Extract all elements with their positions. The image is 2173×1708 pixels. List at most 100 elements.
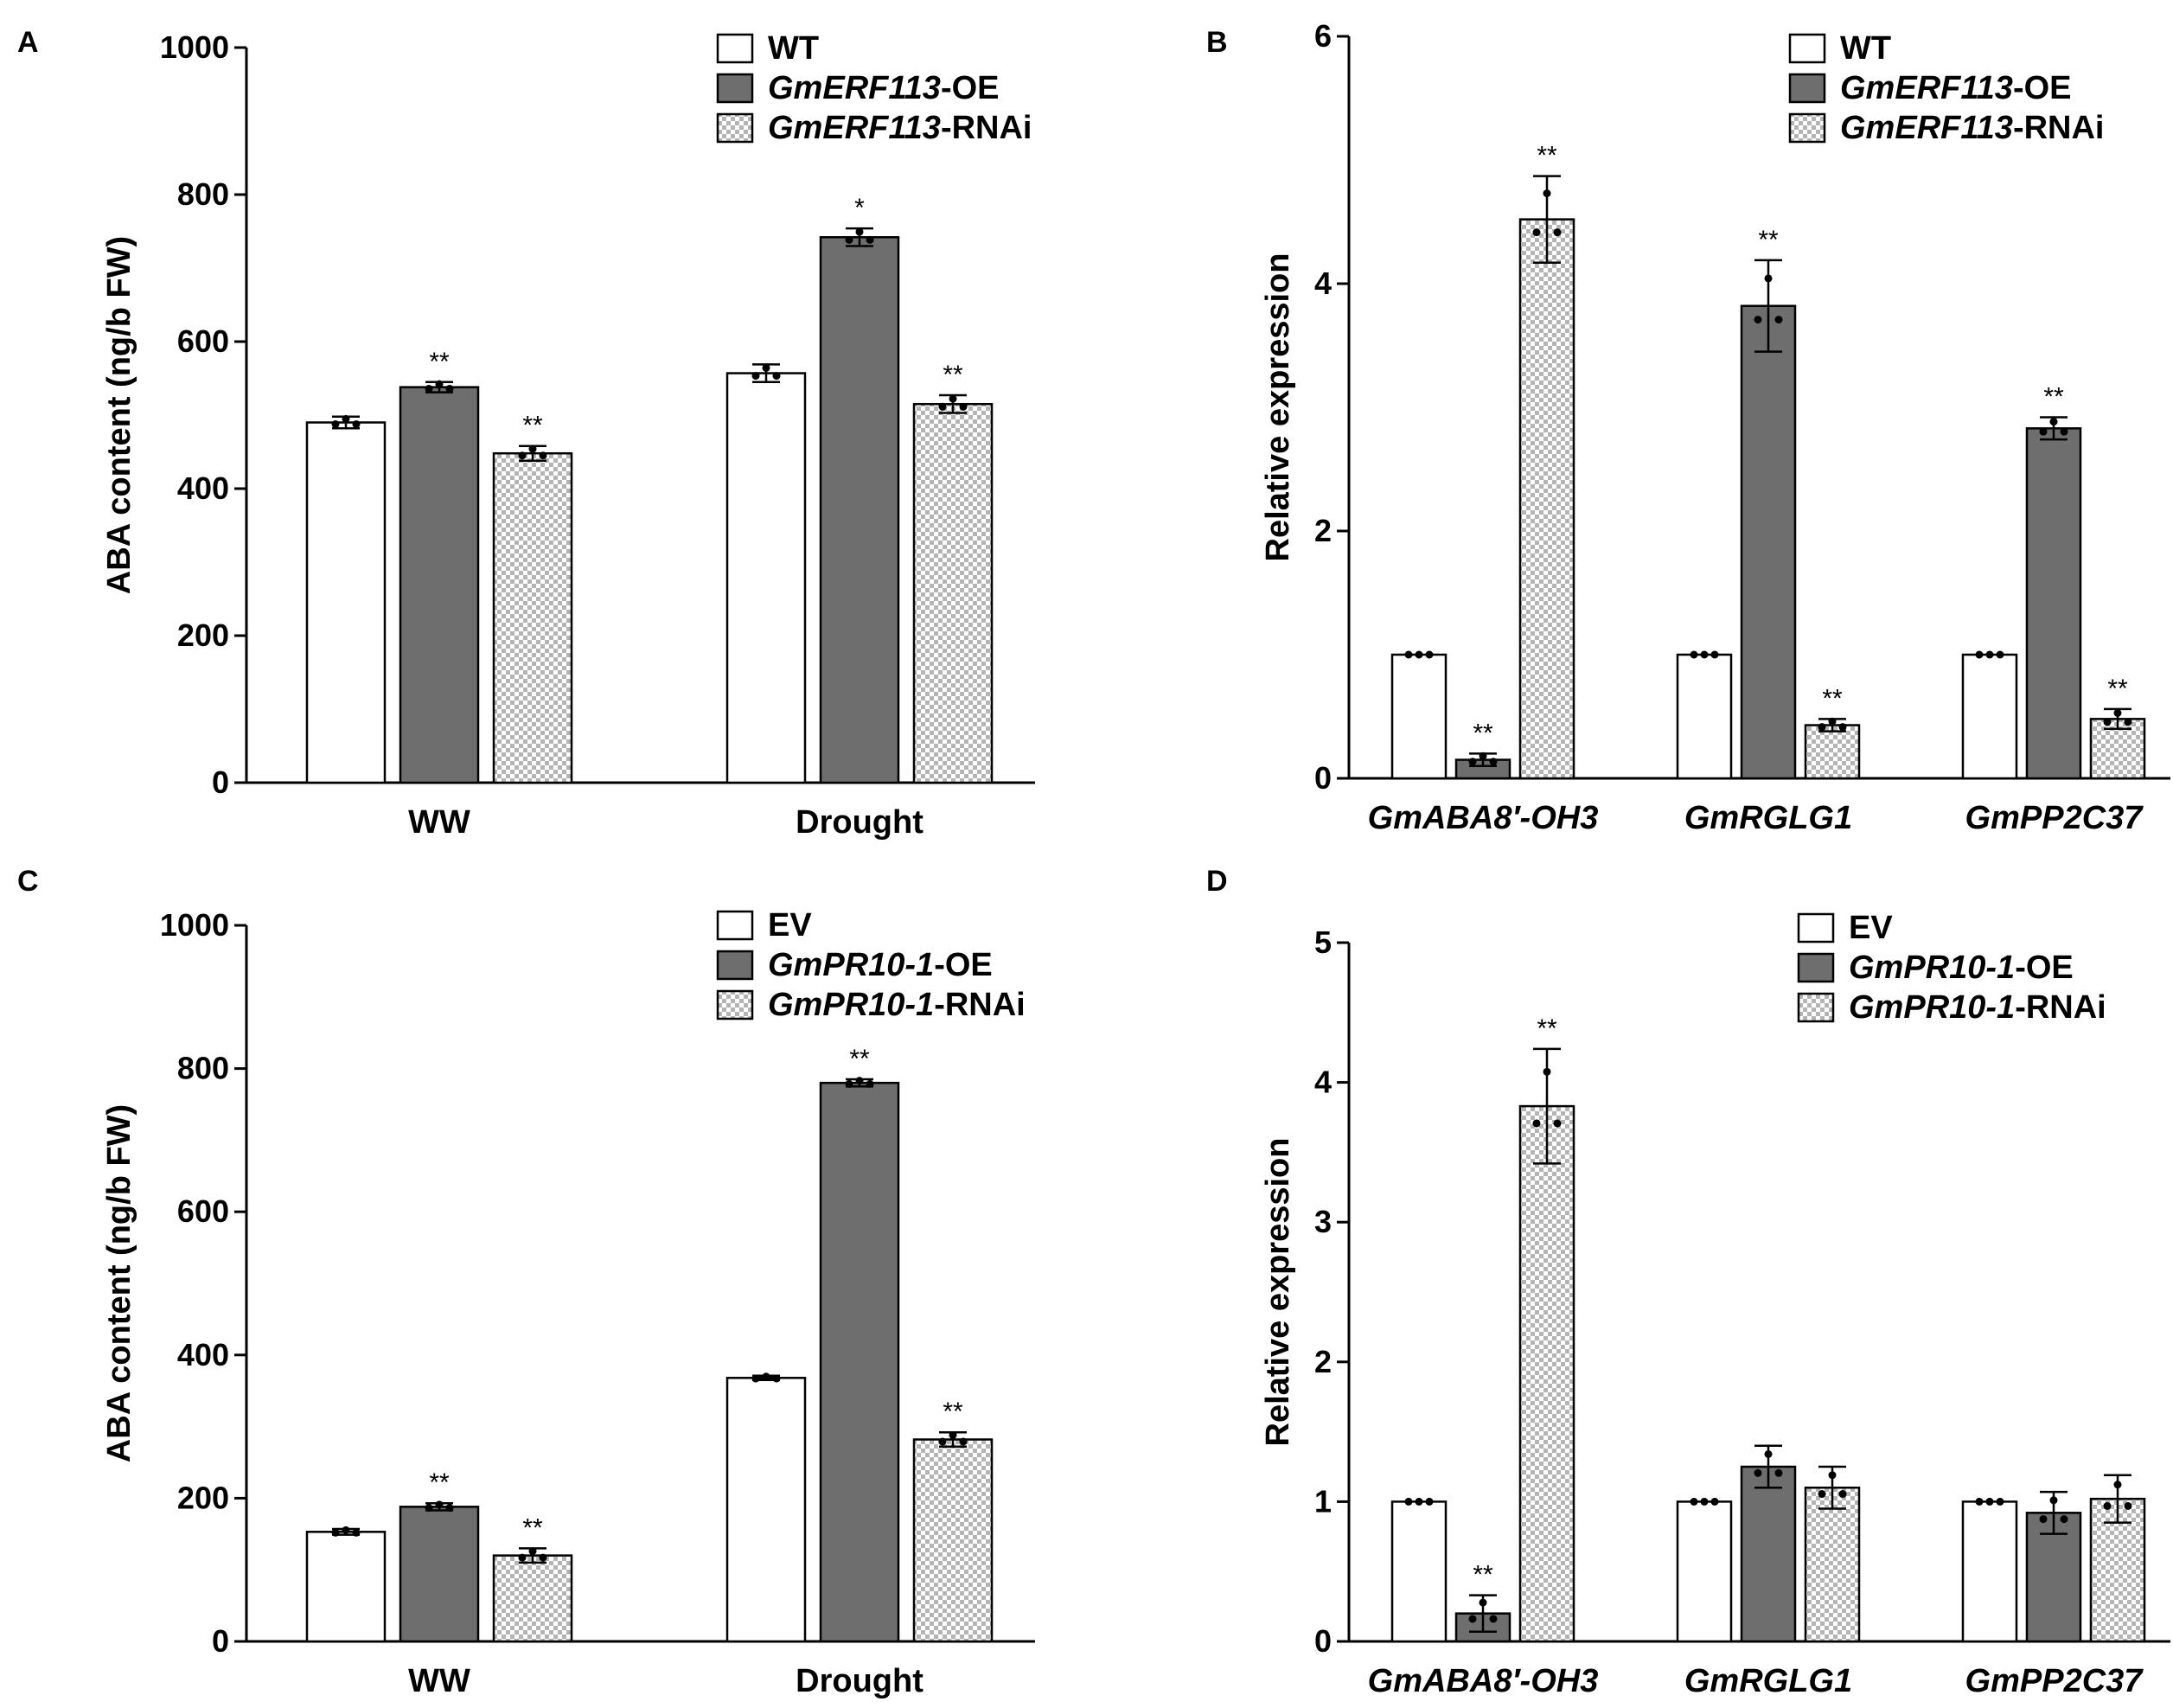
legend-label-3: GmPR10-1-RNAi xyxy=(768,987,1026,1023)
bar-gmrglg1-series-3 xyxy=(1804,1486,1861,1643)
y-tick-label: 200 xyxy=(177,1480,229,1515)
category-label: GmRGLG1 xyxy=(1684,1663,1852,1699)
y-axis-label: ABA content (ng/b FW) xyxy=(101,1104,137,1462)
significance-label: ** xyxy=(1758,226,1779,254)
replicate-dot xyxy=(445,1504,454,1513)
replicate-dot xyxy=(1754,1468,1762,1477)
bar-gmpp2c37-series-1 xyxy=(1961,653,2018,780)
significance-label: ** xyxy=(1822,684,1843,713)
replicate-dot xyxy=(1415,650,1423,659)
bar-gmpp2c37-series-1 xyxy=(1961,1500,2018,1643)
replicate-dot xyxy=(352,420,361,429)
significance-label: ** xyxy=(943,1398,963,1426)
legend-swatch-1 xyxy=(1788,33,1826,64)
y-tick-label: 2 xyxy=(1314,513,1332,548)
replicate-dot xyxy=(2049,418,2058,426)
replicate-dot xyxy=(762,363,770,372)
replicate-dot xyxy=(762,1372,770,1381)
significance-label: ** xyxy=(849,1045,870,1073)
replicate-dot xyxy=(1818,723,1826,732)
replicate-dot xyxy=(1710,650,1719,659)
significance-label: ** xyxy=(943,361,963,389)
category-label: GmABA8′-OH3 xyxy=(1368,1663,1599,1699)
replicate-dot xyxy=(1690,1497,1698,1506)
replicate-dot xyxy=(1838,723,1847,732)
panel-c: C 0 200 400 600 800 1000 ABA content (ng/b FW) *… xyxy=(17,865,1035,1699)
legend-label-2: GmERF113-OE xyxy=(1840,70,2072,106)
replicate-dot xyxy=(1489,1615,1498,1623)
legend-swatch-2 xyxy=(716,73,754,104)
legend-swatch-1 xyxy=(716,910,754,941)
bar-gmaba8-oh3-series-1 xyxy=(1390,653,1448,780)
replicate-dot xyxy=(1985,1497,1994,1506)
significance-label: * xyxy=(854,194,865,222)
replicate-dot xyxy=(855,227,864,236)
replicate-dot xyxy=(1532,228,1541,237)
replicate-dot xyxy=(866,1079,874,1088)
significance-label: ** xyxy=(1473,719,1493,747)
bar-gmrglg1-series-1 xyxy=(1676,1500,1733,1643)
replicate-dot xyxy=(2124,1501,2132,1510)
y-axis-label: Relative expression xyxy=(1260,253,1296,562)
bar-drought-series-1 xyxy=(725,1377,807,1643)
replicate-dot xyxy=(1754,316,1762,324)
category-label: Drought xyxy=(796,1663,924,1699)
replicate-dot xyxy=(1700,650,1709,659)
y-tick-label: 800 xyxy=(177,1051,229,1086)
y-tick-label: 1 xyxy=(1314,1483,1332,1519)
y-tick-label: 4 xyxy=(1314,265,1332,301)
replicate-dot xyxy=(1774,1468,1783,1477)
replicate-dot xyxy=(845,235,853,244)
replicate-dot xyxy=(1425,1497,1434,1506)
legend-swatch-1 xyxy=(1797,912,1835,944)
panel-letter: A xyxy=(17,26,39,59)
legend-swatch-3 xyxy=(1788,112,1826,144)
y-tick-label: 1000 xyxy=(160,29,229,65)
panel-letter: B xyxy=(1206,26,1228,59)
y-tick-label: 6 xyxy=(1314,18,1332,54)
replicate-dot xyxy=(1532,1119,1541,1128)
replicate-dot xyxy=(528,1547,537,1556)
replicate-dot xyxy=(1690,650,1698,659)
replicate-dot xyxy=(938,402,947,411)
replicate-dot xyxy=(331,1528,340,1537)
replicate-dot xyxy=(1985,650,1994,659)
y-tick-label: 0 xyxy=(212,764,229,800)
replicate-dot xyxy=(1700,1497,1709,1506)
replicate-dot xyxy=(2039,1515,2048,1524)
y-tick-label: 600 xyxy=(177,323,229,359)
replicate-dot xyxy=(751,372,760,381)
legend-label-1: WT xyxy=(1840,30,1891,67)
replicate-dot xyxy=(1415,1497,1423,1506)
category-label: WW xyxy=(408,1663,470,1699)
legend-swatch-2 xyxy=(1797,952,1835,983)
replicate-dot xyxy=(2060,1515,2068,1524)
y-tick-label: 800 xyxy=(177,176,229,212)
significance-label: ** xyxy=(522,412,543,440)
replicate-dot xyxy=(959,402,968,411)
replicate-dot xyxy=(1489,758,1498,766)
bar-gmaba8-oh3-series-3 xyxy=(1518,1104,1575,1643)
panel-letter: D xyxy=(1206,865,1228,898)
replicate-dot xyxy=(949,394,957,403)
replicate-dot xyxy=(1818,1490,1826,1499)
replicate-dot xyxy=(445,384,454,393)
bar-ww-series-2 xyxy=(399,1506,480,1643)
replicate-dot xyxy=(2039,427,2048,436)
legend-label-2: GmPR10-1-OE xyxy=(768,947,993,983)
replicate-dot xyxy=(1479,1598,1487,1607)
y-tick-label: 4 xyxy=(1314,1065,1332,1100)
bar-drought-series-1 xyxy=(725,372,807,784)
replicate-dot xyxy=(1764,1449,1773,1458)
y-tick-label: 5 xyxy=(1314,924,1332,960)
bar-drought-series-3 xyxy=(912,403,994,784)
replicate-dot xyxy=(1404,1497,1413,1506)
category-label: Drought xyxy=(796,804,924,841)
legend-label-2: GmPR10-1-OE xyxy=(1849,950,2074,986)
replicate-dot xyxy=(1975,1497,1984,1506)
bar-gmrglg1-series-1 xyxy=(1676,653,1733,780)
bar-ww-series-3 xyxy=(492,1554,573,1643)
panel-d: D 0 1 2 3 4 5 Relative expression ** ** GmABA8′-OH… xyxy=(1206,865,2170,1699)
